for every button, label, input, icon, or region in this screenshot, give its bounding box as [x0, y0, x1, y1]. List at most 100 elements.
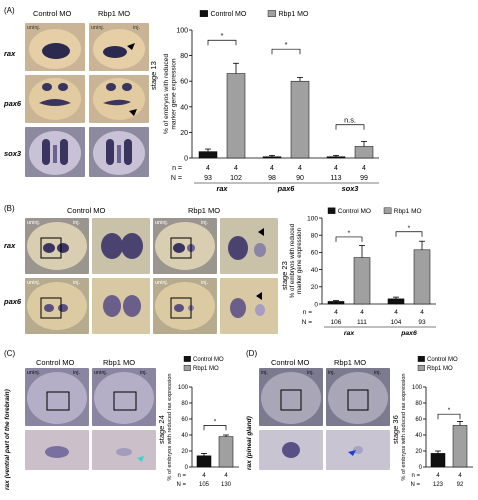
embryo-zoom-d-control [259, 430, 323, 470]
y-tick-label: 40 [181, 433, 188, 439]
N-value: 130 [221, 482, 232, 488]
arrowhead-icon [348, 450, 356, 456]
panel-b-row-rax: rax [4, 241, 16, 250]
bar [218, 436, 234, 468]
arrowhead-icon [137, 456, 144, 462]
y-tick-label: 100 [176, 27, 188, 34]
N-row-label: N = [302, 319, 313, 326]
y-axis-label: % of embryos with reduced rax expression [401, 373, 407, 480]
significance-mark: * [448, 407, 451, 414]
panel-a-stage: stage 13 [149, 61, 158, 90]
embryo-zoom-b-rax-control [92, 218, 150, 274]
N-row-label: N = [171, 175, 182, 182]
photo-label-inj: inj. [328, 370, 336, 376]
significance-bracket [335, 124, 365, 130]
panel-c-row-label: rax (ventral part of the forebrain) [4, 389, 11, 490]
legend-label: Rbp1 MO [394, 208, 422, 215]
legend-label: Rbp1 MO [427, 366, 453, 372]
y-tick-label: 60 [311, 250, 319, 257]
embryo-photo-a-pax6-control [25, 75, 85, 123]
n-value: 4 [298, 165, 302, 172]
panel-label-a: (A) [4, 6, 15, 15]
y-axis-label-line: % of embryos with reduced [289, 223, 296, 298]
embryo-photo-b-pax6-rbp1: uninj. inj. [153, 278, 217, 334]
legend-swatch [383, 207, 392, 214]
y-tick-label: 80 [181, 401, 188, 407]
n-value: 4 [362, 165, 366, 172]
y-tick-label: 0 [314, 301, 318, 308]
bar [196, 455, 212, 468]
photo-label-uninj: uninj. [27, 280, 41, 286]
n-row-label: n = [177, 473, 186, 479]
bar [290, 80, 310, 159]
photo-label-inj: inj. [140, 370, 148, 376]
significance-mark: n.s. [344, 116, 356, 125]
group-label: sox3 [342, 184, 359, 193]
bar [387, 298, 405, 305]
bar [353, 257, 371, 305]
embryo-photo-a-sox3-control [25, 127, 85, 177]
N-row-label: N = [410, 482, 420, 488]
legend-swatch [199, 10, 208, 17]
embryo-photo-a-sox3-rbp1 [89, 127, 149, 177]
chart-panel-d: 0 20 40 60 80 100 % of embryos with reduced ra… [401, 355, 473, 488]
group-label: rax [344, 330, 355, 337]
embryo-zoom-b-pax6-control [92, 278, 150, 334]
photo-label-inj: inj. [201, 220, 209, 226]
panel-c-header-control: Control MO [36, 358, 75, 367]
embryo-photo-d-control: inj. inj. [259, 368, 323, 426]
bar [354, 146, 374, 159]
photo-label-inj: inj. [73, 280, 81, 286]
n-value: 4 [270, 165, 274, 172]
chart-panel-b: 0 20 40 60 80 100 % of embryos with reducedmar… [289, 207, 436, 337]
y-tick-label: 40 [415, 433, 422, 439]
legend-label: Rbp1 MO [279, 11, 310, 18]
panel-c-header-rbp1: Rbp1 MO [103, 358, 136, 367]
panel-a-row-sox3: sox3 [4, 149, 22, 158]
embryo-zoom-c-control [25, 430, 89, 470]
bar [326, 156, 346, 159]
y-tick-label: 60 [180, 79, 188, 86]
n-value: 4 [394, 309, 398, 316]
significance-bracket [271, 48, 301, 55]
panel-b-header-rbp1: Rbp1 MO [188, 206, 221, 215]
n-value: 4 [202, 473, 206, 479]
embryo-photo-d-rbp1: inj. inj. [326, 368, 390, 426]
photo-label-inj: inj. [73, 370, 81, 376]
embryo-photo-a-rax-control: uninj. [25, 23, 85, 71]
photo-label-inj: inj. [261, 370, 269, 376]
y-tick-label: 80 [180, 53, 188, 60]
y-tick-label: 0 [185, 465, 189, 471]
y-axis-label: % of embryos with reducedmarker gene exp… [289, 223, 303, 298]
N-row-label: N = [176, 482, 186, 488]
bar [226, 73, 246, 159]
significance-bracket [395, 231, 423, 237]
y-tick-label: 100 [412, 385, 423, 391]
embryo-zoom-b-rax-rbp1 [220, 218, 278, 274]
bar [327, 301, 345, 305]
photo-label-uninj: uninj. [27, 220, 41, 226]
n-value: 4 [458, 473, 462, 479]
embryo-photo-a-pax6-rbp1 [89, 75, 149, 123]
N-value: 104 [391, 319, 402, 326]
n-value: 4 [420, 309, 424, 316]
panel-d-row-label: rax (pineal gland) [246, 416, 253, 470]
N-value: 102 [230, 175, 242, 182]
photo-label-inj: inj. [73, 220, 81, 226]
n-value: 4 [234, 165, 238, 172]
N-value: 99 [360, 175, 368, 182]
significance-bracket [203, 425, 227, 431]
y-tick-label: 20 [181, 449, 188, 455]
significance-mark: * [285, 40, 288, 49]
arrowhead-icon [127, 43, 135, 50]
n-value: 4 [334, 165, 338, 172]
y-axis-label-line: marker gene expression [171, 58, 178, 130]
significance-bracket [207, 39, 237, 46]
significance-mark: * [221, 31, 224, 40]
photo-label-uninj: uninj. [27, 370, 41, 376]
n-value: 4 [334, 309, 338, 316]
photo-label-uninj: uninj. [155, 220, 169, 226]
legend-label: Control MO [193, 357, 224, 363]
n-value: 4 [206, 165, 210, 172]
y-tick-label: 100 [307, 215, 318, 222]
